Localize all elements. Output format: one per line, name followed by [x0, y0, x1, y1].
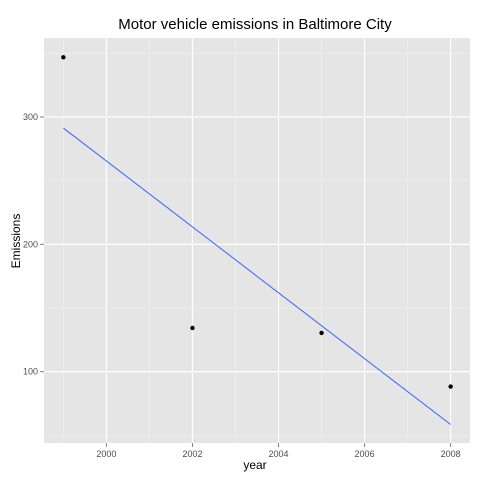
y-tick-label: 300: [23, 112, 38, 122]
data-points: [61, 55, 453, 389]
y-tick-label: 200: [23, 239, 38, 249]
grid-major: [44, 38, 470, 443]
x-tick-label: 2000: [96, 449, 116, 459]
grid-minor: [44, 38, 470, 443]
x-tick-label: 2002: [182, 449, 202, 459]
x-tick-label: 2006: [355, 449, 375, 459]
y-axis-label: Emissions: [9, 214, 23, 269]
chart-title: Motor vehicle emissions in Baltimore Cit…: [118, 16, 392, 33]
plot-panel: [44, 38, 470, 443]
y-tick-label: 100: [23, 367, 38, 377]
trend-line: [63, 127, 451, 425]
x-tick-label: 2004: [268, 449, 288, 459]
data-point: [319, 330, 324, 336]
data-point: [190, 325, 195, 331]
y-axis-ticks: 100 200 300: [23, 112, 44, 377]
data-point: [61, 55, 66, 60]
x-tick-label: 2008: [441, 449, 461, 459]
x-axis-label: year: [243, 458, 266, 472]
data-point: [448, 384, 453, 389]
x-axis-ticks: 2000 2002 2004 2006 2008: [96, 443, 461, 459]
